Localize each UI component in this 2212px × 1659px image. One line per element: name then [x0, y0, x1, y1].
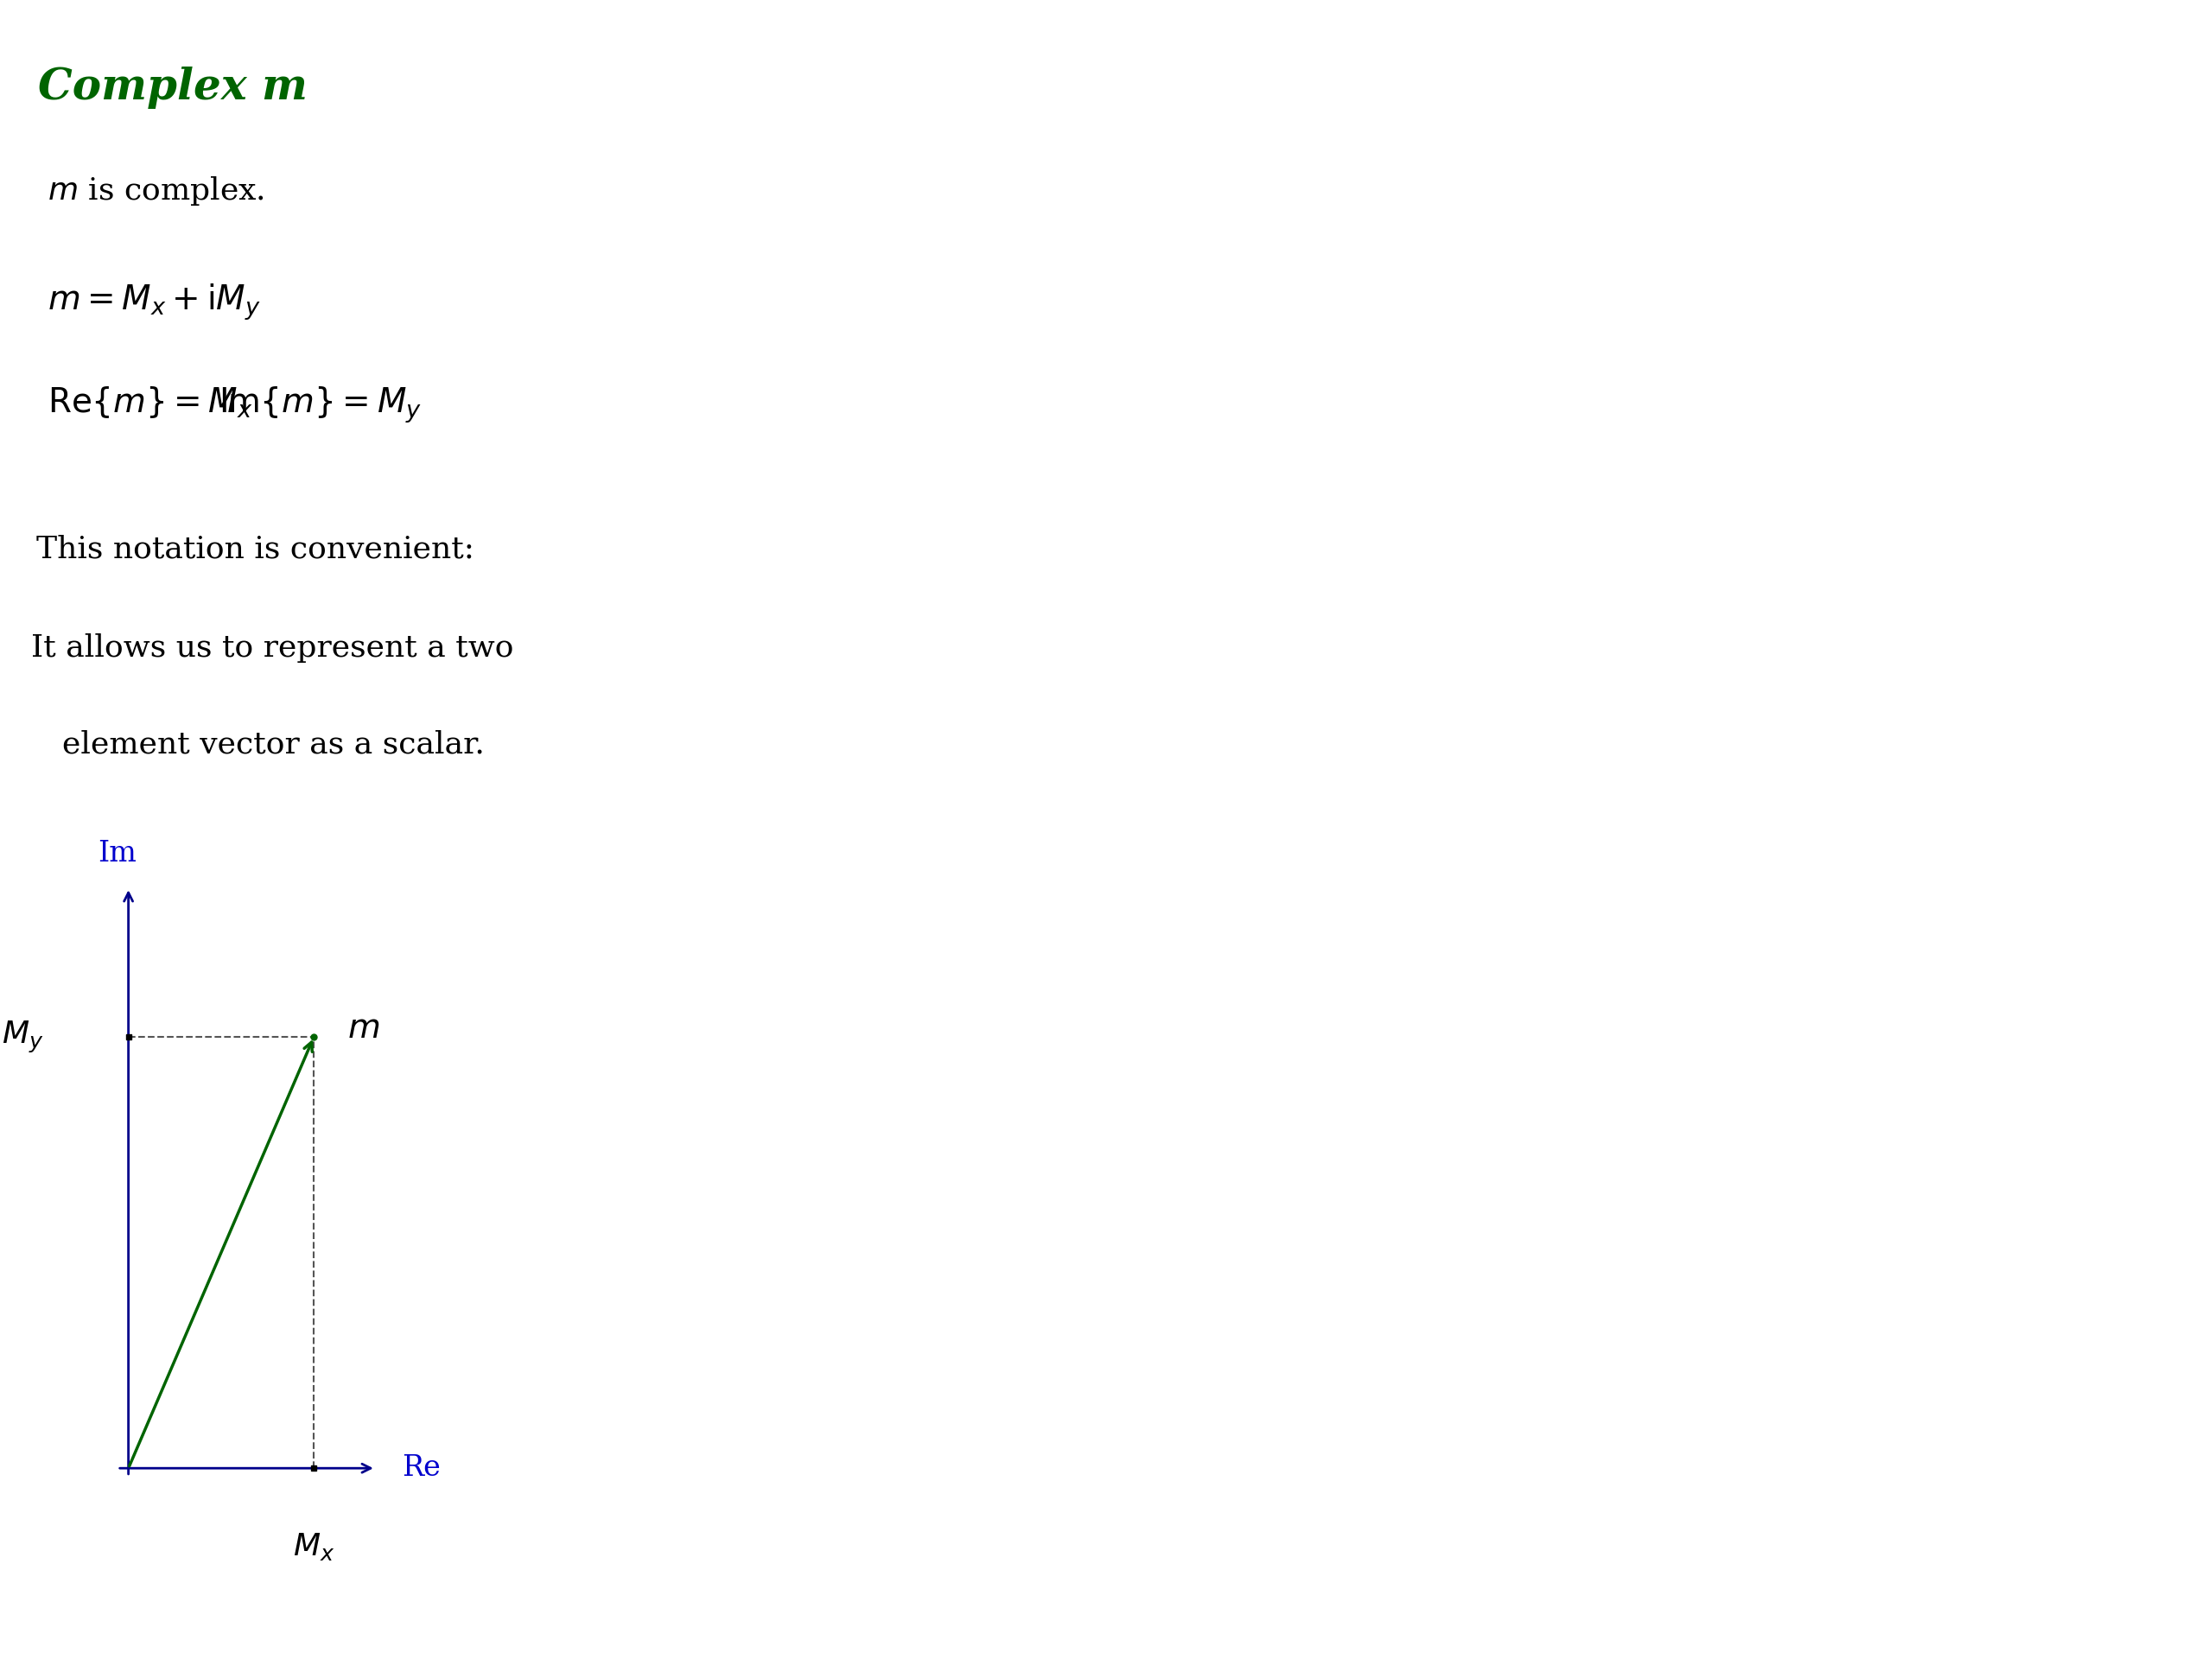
Text: This notation is convenient:: This notation is convenient: [35, 534, 473, 564]
Text: $M_y$: $M_y$ [2, 1019, 44, 1055]
Text: Im: Im [97, 839, 137, 868]
Text: $\mathrm{Re}\{m\} =M_x$: $\mathrm{Re}\{m\} =M_x$ [49, 385, 252, 420]
Text: $m$: $m$ [347, 1012, 378, 1045]
Text: Re: Re [403, 1455, 440, 1481]
Text: It allows us to represent a two: It allows us to represent a two [31, 634, 513, 664]
Text: Complex m: Complex m [38, 66, 307, 109]
Text: $M_x$: $M_x$ [292, 1531, 334, 1563]
Text: $\mathrm{Im}\{m\}=M_y$: $\mathrm{Im}\{m\}=M_y$ [219, 385, 422, 425]
Text: $m =M_x+\mathrm{i}M_y$: $m =M_x+\mathrm{i}M_y$ [49, 282, 261, 322]
Text: $m$ is complex.: $m$ is complex. [49, 174, 265, 207]
Text: element vector as a scalar.: element vector as a scalar. [62, 730, 484, 760]
